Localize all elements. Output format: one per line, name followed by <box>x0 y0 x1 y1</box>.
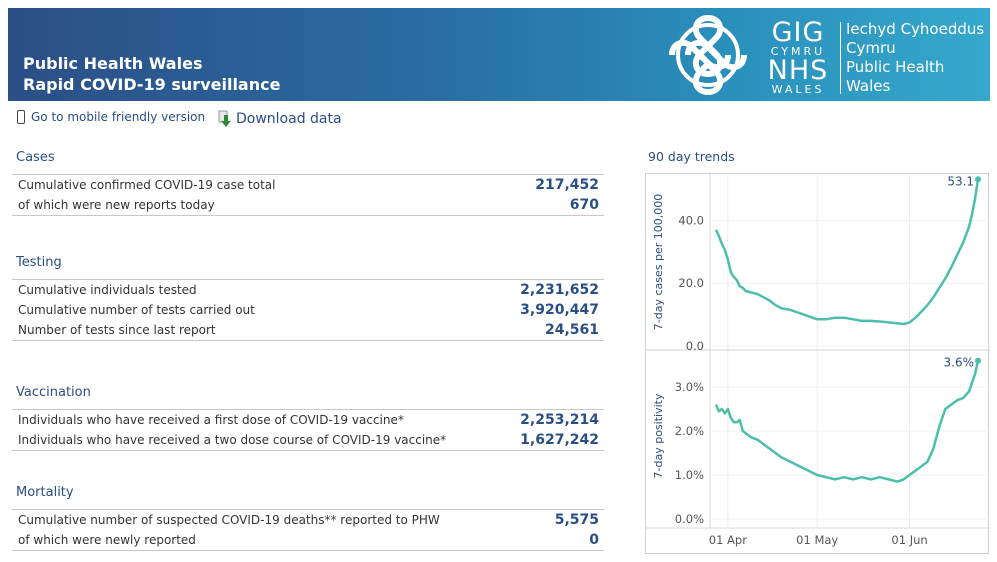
last-value-label: 53.1 <box>947 174 974 188</box>
last-value-label: 3.6% <box>944 356 975 370</box>
logo-divider <box>840 22 841 94</box>
cymru-text: CYMRU <box>770 45 826 58</box>
org-english-line-2: Wales <box>846 77 891 95</box>
org-welsh-line-2: Cymru <box>846 39 896 57</box>
trends-title: 90 day trends <box>648 149 735 164</box>
stat-value: 217,452 <box>535 177 599 193</box>
org-name: Iechyd Cyhoeddus Cymru Public Health Wal… <box>846 20 984 96</box>
mobile-version-link[interactable]: Go to mobile friendly version <box>17 110 205 124</box>
title-line-2: Rapid COVID-19 surveillance <box>23 75 281 94</box>
stat-row: Cumulative number of suspected COVID-19 … <box>12 510 604 530</box>
section-title-cases: Cases <box>16 150 55 165</box>
y-tick-label: 40.0 <box>678 213 704 227</box>
celtic-knot-logo-icon <box>669 15 747 95</box>
stat-row: Individuals who have received a two dose… <box>12 430 604 450</box>
stat-value: 2,231,652 <box>520 282 599 298</box>
stat-value: 670 <box>569 197 599 213</box>
phone-icon <box>17 110 25 124</box>
stat-label: Individuals who have received a first do… <box>18 413 404 427</box>
y-axis-label: 7-day cases per 100,000 <box>652 194 665 330</box>
series-end-point <box>975 357 982 364</box>
stats-table-mortality: Cumulative number of suspected COVID-19 … <box>12 509 604 551</box>
download-data-label: Download data <box>236 111 342 127</box>
org-english-line-1: Public Health <box>846 58 945 76</box>
gig-nhs-wordmark: GIG CYMRU NHS WALES <box>762 17 834 100</box>
trends-chart: 01 Apr 01 May 01 Jun 0.0 20.0 40.0 7-day cases… <box>646 174 990 547</box>
gig-text: GIG <box>771 17 825 48</box>
x-tick-label: 01 Jun <box>891 533 927 547</box>
y-tick-label: 2.0% <box>675 424 704 438</box>
download-data-link[interactable]: Download data <box>218 110 342 128</box>
stat-value: 3,920,447 <box>520 302 599 318</box>
x-tick-label: 01 Apr <box>709 533 747 547</box>
series-line <box>714 360 980 483</box>
stat-label: Cumulative number of tests carried out <box>18 303 255 317</box>
nhs-text: NHS <box>767 55 829 86</box>
stat-value: 2,253,214 <box>520 412 599 428</box>
stat-value: 24,561 <box>544 322 599 338</box>
y-tick-label: 3.0% <box>675 380 704 394</box>
y-tick-label: 1.0% <box>675 468 704 482</box>
trends-chart-frame: 01 Apr 01 May 01 Jun 0.0 20.0 40.0 7-day cases… <box>645 173 990 554</box>
stat-label: Number of tests since last report <box>18 323 216 337</box>
section-title-vaccination: Vaccination <box>16 385 91 400</box>
page-title: Public Health Wales Rapid COVID-19 surve… <box>23 53 280 95</box>
stat-label: Cumulative individuals tested <box>18 283 197 297</box>
stat-value: 1,627,242 <box>520 432 599 448</box>
stat-label: Cumulative number of suspected COVID-19 … <box>18 513 440 527</box>
section-title-mortality: Mortality <box>16 485 74 500</box>
series-line <box>714 179 980 326</box>
stat-label: Cumulative confirmed COVID-19 case total <box>18 178 276 192</box>
mobile-version-label: Go to mobile friendly version <box>31 110 206 124</box>
stats-table-vaccination: Individuals who have received a first do… <box>12 409 604 451</box>
stat-row: Cumulative individuals tested 2,231,652 <box>12 280 604 300</box>
x-tick-label: 01 May <box>796 533 838 547</box>
stat-row: of which were newly reported 0 <box>12 530 604 550</box>
org-welsh-line-1: Iechyd Cyhoeddus <box>846 20 985 38</box>
y-tick-label: 20.0 <box>678 276 704 290</box>
series-end-point <box>975 176 982 183</box>
stat-row: Cumulative number of tests carried out 3… <box>12 300 604 320</box>
stat-label: of which were new reports today <box>18 198 215 212</box>
stat-row: Individuals who have received a first do… <box>12 410 604 430</box>
header-banner: Public Health Wales Rapid COVID-19 surve… <box>8 8 990 101</box>
stat-row: Cumulative confirmed COVID-19 case total… <box>12 175 604 195</box>
stat-label: Individuals who have received a two dose… <box>18 433 447 447</box>
stat-label: of which were newly reported <box>18 533 196 547</box>
section-title-testing: Testing <box>16 255 62 270</box>
stat-row: of which were new reports today 670 <box>12 195 604 215</box>
stats-table-testing: Cumulative individuals tested 2,231,652 … <box>12 279 604 341</box>
stat-value: 5,575 <box>554 512 599 528</box>
y-tick-label: 0.0 <box>686 339 704 353</box>
download-icon <box>218 110 231 127</box>
y-tick-label: 0.0% <box>675 512 704 526</box>
y-axis-label: 7-day positivity <box>652 393 665 478</box>
wales-text: WALES <box>771 83 825 96</box>
stats-table-cases: Cumulative confirmed COVID-19 case total… <box>12 174 604 216</box>
title-line-1: Public Health Wales <box>23 54 203 73</box>
stat-row: Number of tests since last report 24,561 <box>12 320 604 340</box>
stat-value: 0 <box>589 532 599 548</box>
